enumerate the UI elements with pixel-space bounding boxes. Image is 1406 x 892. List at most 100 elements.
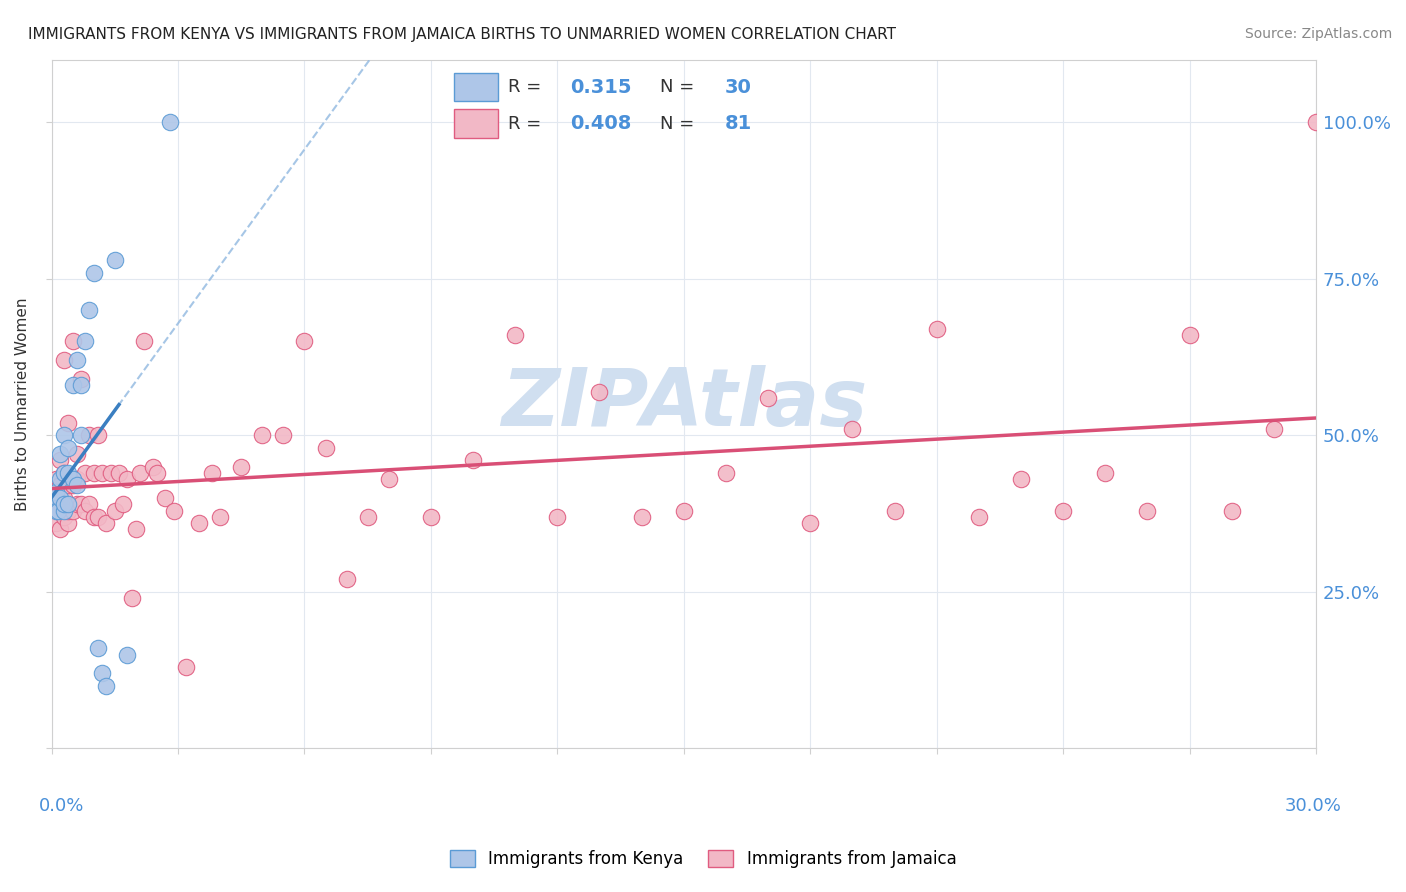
Point [62, 378, 84, 392]
Point [112, 497, 135, 511]
Point [45, 516, 67, 530]
Point [53, 503, 76, 517]
Point [53, 491, 76, 505]
Point [66, 472, 89, 486]
Point [53, 509, 76, 524]
Point [419, 509, 441, 524]
Point [53, 466, 76, 480]
Point [841, 422, 863, 436]
Point [66, 478, 89, 492]
Point [53, 497, 76, 511]
Point [83, 509, 105, 524]
Point [104, 503, 127, 517]
Point [336, 573, 359, 587]
Point [87, 509, 110, 524]
Point [96, 679, 118, 693]
Point [42, 497, 65, 511]
Point [1010, 472, 1032, 486]
Point [231, 459, 253, 474]
Point [588, 384, 610, 399]
Point [58, 466, 80, 480]
Point [1220, 503, 1243, 517]
Point [87, 641, 110, 656]
Point [58, 478, 80, 492]
Point [100, 466, 122, 480]
Point [83, 266, 105, 280]
Point [209, 509, 232, 524]
Point [117, 648, 139, 662]
Point [176, 660, 198, 674]
Point [49, 478, 72, 492]
Point [108, 466, 131, 480]
Point [62, 503, 84, 517]
Text: Source: ZipAtlas.com: Source: ZipAtlas.com [1244, 27, 1392, 41]
Point [1263, 422, 1285, 436]
Point [58, 441, 80, 455]
Point [294, 334, 316, 349]
Point [377, 472, 399, 486]
Point [273, 428, 295, 442]
Point [1052, 503, 1074, 517]
Point [79, 428, 101, 442]
Point [104, 252, 127, 267]
Point [883, 503, 905, 517]
Point [91, 466, 114, 480]
Text: 30.0%: 30.0% [1285, 797, 1341, 814]
Point [45, 491, 67, 505]
Point [58, 516, 80, 530]
Point [252, 428, 274, 442]
Point [630, 509, 652, 524]
Point [672, 503, 695, 517]
Point [53, 353, 76, 368]
Text: 0.0%: 0.0% [39, 797, 84, 814]
Point [121, 591, 143, 606]
Point [91, 666, 114, 681]
Point [1305, 115, 1327, 129]
Point [79, 497, 101, 511]
Point [66, 353, 89, 368]
Point [756, 391, 779, 405]
Point [201, 466, 224, 480]
Point [925, 322, 948, 336]
Point [62, 478, 84, 492]
Point [159, 115, 181, 129]
Point [142, 459, 165, 474]
Point [96, 516, 118, 530]
Point [53, 428, 76, 442]
Point [546, 509, 568, 524]
Point [188, 516, 211, 530]
Text: ZIPAtlas: ZIPAtlas [501, 365, 868, 443]
Point [146, 466, 169, 480]
Point [315, 441, 337, 455]
Point [46, 503, 69, 517]
Point [155, 491, 177, 505]
Point [461, 453, 484, 467]
Point [49, 453, 72, 467]
Point [45, 503, 67, 517]
Point [53, 466, 76, 480]
Point [1178, 328, 1201, 343]
Point [87, 428, 110, 442]
Point [62, 472, 84, 486]
Point [44, 491, 66, 505]
Point [79, 303, 101, 318]
Point [49, 491, 72, 505]
Point [799, 516, 821, 530]
Point [1136, 503, 1159, 517]
Point [117, 472, 139, 486]
Point [967, 509, 990, 524]
Point [49, 472, 72, 486]
Point [66, 497, 89, 511]
Point [58, 503, 80, 517]
Point [58, 416, 80, 430]
Point [66, 447, 89, 461]
Point [356, 509, 378, 524]
Point [45, 484, 67, 499]
Point [49, 447, 72, 461]
Point [58, 497, 80, 511]
Y-axis label: Births to Unmarried Women: Births to Unmarried Women [15, 297, 30, 511]
Point [75, 334, 97, 349]
Text: IMMIGRANTS FROM KENYA VS IMMIGRANTS FROM JAMAICA BIRTHS TO UNMARRIED WOMEN CORRE: IMMIGRANTS FROM KENYA VS IMMIGRANTS FROM… [28, 27, 896, 42]
Point [503, 328, 526, 343]
Point [62, 334, 84, 349]
